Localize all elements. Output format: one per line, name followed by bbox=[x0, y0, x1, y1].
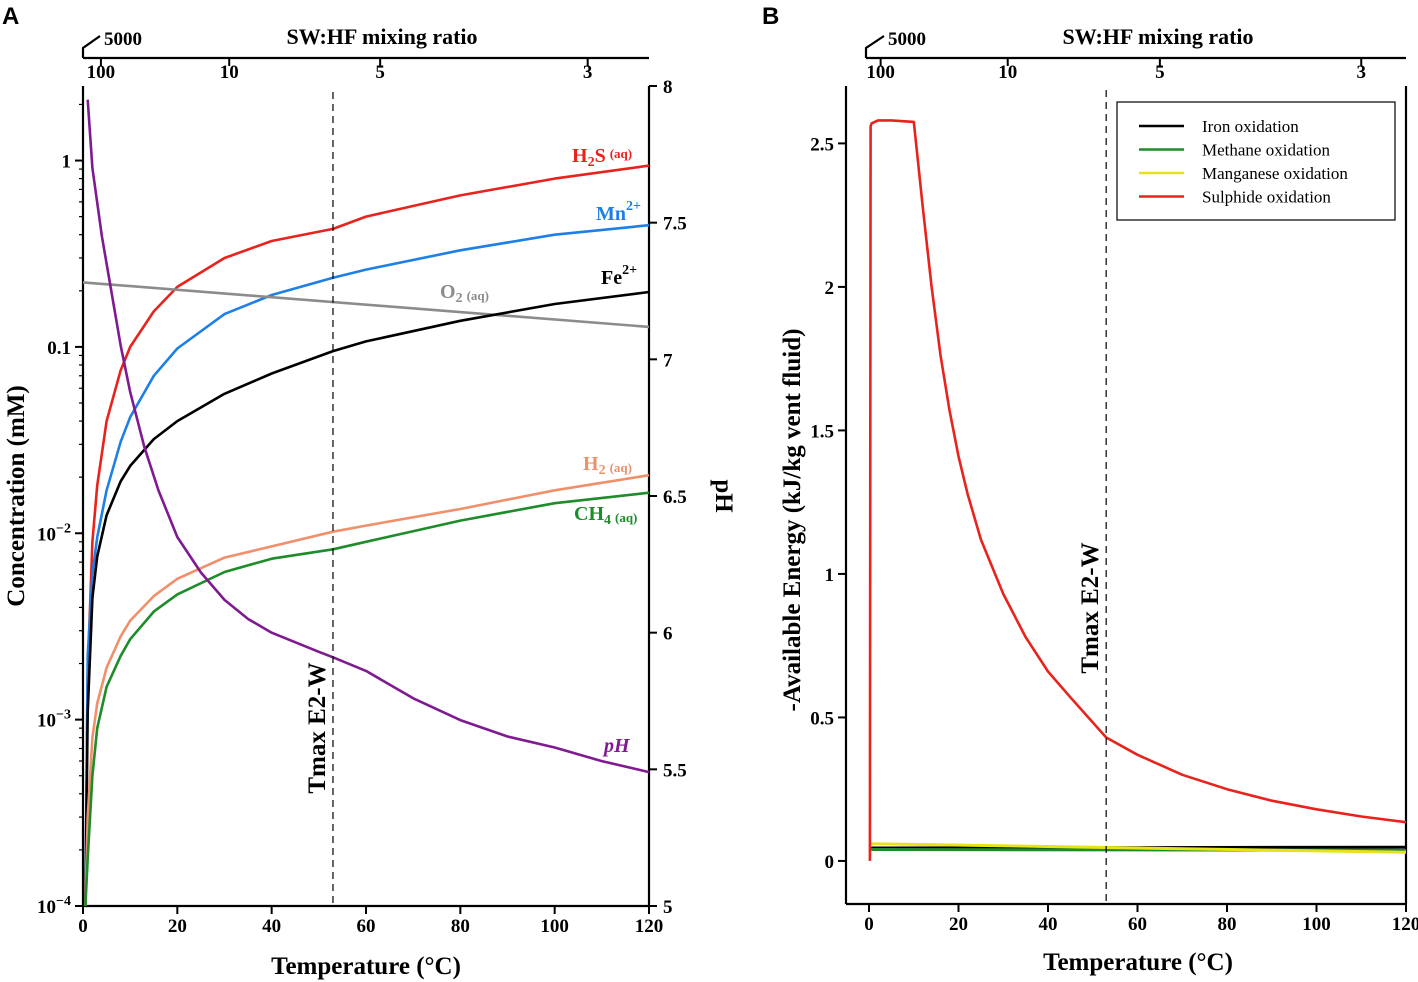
a-label-mn2: Mn2+ bbox=[596, 199, 641, 225]
a-top-tick-label: 100 bbox=[87, 62, 116, 83]
a-top-tick-label: 5000 bbox=[104, 29, 142, 50]
a-label-ph: pH bbox=[602, 735, 631, 757]
panel-a-y-axis-label: Concentration (mM) bbox=[3, 385, 30, 606]
b-y-tick-label: 1 bbox=[825, 565, 835, 586]
panel-b-label: B bbox=[762, 3, 779, 30]
a-series-o2-aq bbox=[82, 281, 650, 329]
a-y2-tick-label: 5.5 bbox=[663, 760, 687, 781]
a-y-tick-label: 1 bbox=[62, 152, 72, 173]
a-top-tick-label: 10 bbox=[220, 62, 239, 83]
panel-a-x-axis-label: Temperature (°C) bbox=[271, 953, 461, 980]
b-x-tick-label: 20 bbox=[949, 914, 968, 935]
a-y2-tick-label: 7.5 bbox=[663, 214, 687, 235]
a-y2-tick-label: 5 bbox=[663, 897, 673, 918]
a-top-tick-label: 3 bbox=[583, 62, 593, 83]
b-legend-label-manganese-oxidation: Manganese oxidation bbox=[1202, 164, 1348, 183]
a-tmax-label: Tmax E2-W bbox=[304, 662, 331, 793]
b-legend-box bbox=[1116, 101, 1396, 221]
a-x-tick-label: 20 bbox=[168, 916, 187, 937]
b-legend-label-sulphide-oxidation: Sulphide oxidation bbox=[1202, 188, 1331, 207]
a-y-tick-label: 0.1 bbox=[47, 338, 71, 359]
panel-b: B SW:HF mixing ratio 0 20 40 60 80 100 120 0 0.5… bbox=[762, 3, 1418, 976]
b-x-tick-label: 0 bbox=[864, 914, 874, 935]
panel-a-top-axis-label: SW:HF mixing ratio bbox=[286, 24, 477, 49]
panel-b-x-axis-label: Temperature (°C) bbox=[1043, 949, 1233, 976]
a-y2-tick-label: 8 bbox=[663, 77, 673, 98]
a-series-ph bbox=[86, 99, 650, 774]
b-legend-label-iron-oxidation: Iron oxidation bbox=[1202, 117, 1299, 136]
b-series-manganese-oxidation bbox=[871, 842, 1407, 854]
a-label-fe2: Fe2+ bbox=[601, 263, 637, 289]
b-top-tick-label: 10 bbox=[998, 62, 1017, 83]
a-series-h2-aq bbox=[84, 473, 650, 907]
b-top-tick-label: 5000 bbox=[888, 29, 926, 50]
panel-a-y2-axis-label: pH bbox=[710, 479, 737, 513]
a-x-tick-label: 40 bbox=[262, 916, 281, 937]
a-x-tick-label: 120 bbox=[635, 916, 664, 937]
panel-b-y-axis-label: -Available Energy (kJ/kg vent fluid) bbox=[779, 329, 806, 712]
b-top-axis-break bbox=[864, 35, 885, 58]
a-label-h2-aq: H2 (aq) bbox=[583, 453, 632, 478]
b-tmax-label: Tmax E2-W bbox=[1077, 542, 1104, 673]
a-x-tick-label: 80 bbox=[451, 916, 470, 937]
b-x-tick-label: 40 bbox=[1039, 914, 1058, 935]
b-legend: Iron oxidation Methane oxidation Manganese… bbox=[1116, 101, 1396, 221]
a-label-h2s-aq: H2S (aq) bbox=[572, 145, 632, 170]
b-top-tick-label: 100 bbox=[866, 62, 895, 83]
panel-a-label: A bbox=[2, 3, 19, 30]
panel-a: A SW:HF mixing ratio 0 20 40 60 80 100 120 1 0.1… bbox=[2, 3, 737, 980]
a-x-tick-label: 0 bbox=[78, 916, 88, 937]
panel-b-plot-area: 0 20 40 60 80 100 120 0 0.5 1 1.5 2 2.5 5000 100 10 5 3 Tm… bbox=[810, 29, 1418, 935]
a-y2-tick-label: 6.5 bbox=[663, 487, 687, 508]
a-series-mn2 bbox=[84, 223, 650, 907]
a-y-tick-label: 10−4 bbox=[37, 894, 71, 918]
b-top-tick-label: 5 bbox=[1155, 62, 1165, 83]
a-x-tick-label: 60 bbox=[357, 916, 376, 937]
b-y-tick-label: 0.5 bbox=[810, 708, 834, 729]
a-top-axis-break bbox=[81, 35, 101, 58]
a-y2-tick-label: 6 bbox=[663, 624, 673, 645]
b-legend-label-methane-oxidation: Methane oxidation bbox=[1202, 141, 1330, 160]
b-top-tick-label: 3 bbox=[1357, 62, 1367, 83]
b-y-tick-label: 1.5 bbox=[810, 421, 834, 442]
b-series-sulphide-oxidation bbox=[868, 119, 1407, 861]
b-x-tick-label: 100 bbox=[1302, 914, 1331, 935]
a-y2-tick-label: 7 bbox=[663, 350, 673, 371]
a-label-o2-aq: O2 (aq) bbox=[440, 281, 489, 306]
a-y-tick-label: 10−3 bbox=[37, 708, 71, 732]
a-series-h2s-aq bbox=[84, 164, 650, 907]
a-series-fe2 bbox=[84, 290, 650, 907]
a-top-tick-label: 5 bbox=[375, 62, 385, 83]
a-y-tick-label: 10−2 bbox=[37, 521, 71, 545]
b-x-tick-label: 60 bbox=[1128, 914, 1147, 935]
a-label-ch4-aq: CH4 (aq) bbox=[574, 503, 637, 528]
a-x-tick-label: 100 bbox=[540, 916, 569, 937]
b-x-tick-label: 120 bbox=[1392, 914, 1418, 935]
b-y-tick-label: 0 bbox=[825, 852, 835, 873]
a-series-ch4-aq bbox=[84, 491, 650, 907]
panel-b-top-axis-label: SW:HF mixing ratio bbox=[1062, 24, 1253, 49]
b-y-tick-label: 2 bbox=[825, 278, 835, 299]
panel-a-plot-area: 0 20 40 60 80 100 120 1 0.1 10−2 10−3 10−4 5 5.5 6 6.5 7… bbox=[37, 29, 687, 937]
b-y-tick-label: 2.5 bbox=[810, 134, 834, 155]
b-x-tick-label: 80 bbox=[1218, 914, 1237, 935]
